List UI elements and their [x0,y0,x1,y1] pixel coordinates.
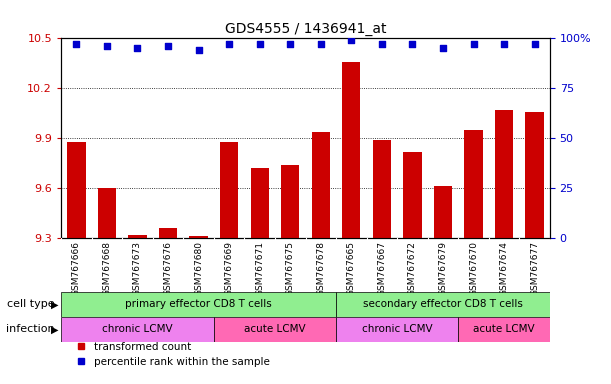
Legend: transformed count, percentile rank within the sample: transformed count, percentile rank withi… [67,338,274,371]
Point [224,41,234,48]
Bar [251,168,269,238]
Bar [495,110,513,238]
FancyBboxPatch shape [214,317,336,342]
Bar [464,130,483,238]
Point [163,43,173,50]
Text: GSM767666: GSM767666 [72,241,81,296]
Point [102,43,112,50]
Text: GSM767675: GSM767675 [286,241,295,296]
Text: GSM767665: GSM767665 [347,241,356,296]
Bar [342,62,360,238]
Text: infection: infection [6,324,55,334]
Text: GSM767679: GSM767679 [439,241,447,296]
Text: acute LCMV: acute LCMV [474,324,535,334]
Text: GSM767674: GSM767674 [500,241,508,296]
Point [469,41,478,48]
Text: GSM767677: GSM767677 [530,241,539,296]
Text: ▶: ▶ [51,299,58,310]
Text: cell type: cell type [7,299,55,310]
Point [194,47,203,53]
Text: GSM767669: GSM767669 [225,241,233,296]
Point [438,45,448,51]
Point [316,41,326,48]
Title: GDS4555 / 1436941_at: GDS4555 / 1436941_at [225,22,386,36]
Bar [189,237,208,238]
Bar [98,188,116,238]
Bar [281,165,299,238]
Point [377,41,387,48]
Point [530,41,540,48]
FancyBboxPatch shape [336,292,550,317]
Point [71,41,81,48]
Bar [312,132,330,238]
Bar [373,140,391,238]
Text: GSM767668: GSM767668 [103,241,111,296]
Bar [525,112,544,238]
FancyBboxPatch shape [458,317,550,342]
Bar [67,142,86,238]
Bar [128,235,147,238]
Text: GSM767670: GSM767670 [469,241,478,296]
Text: chronic LCMV: chronic LCMV [362,324,433,334]
Point [499,41,509,48]
Text: primary effector CD8 T cells: primary effector CD8 T cells [125,299,272,310]
Text: GSM767671: GSM767671 [255,241,264,296]
Text: GSM767672: GSM767672 [408,241,417,296]
Text: acute LCMV: acute LCMV [244,324,306,334]
Point [285,41,295,48]
Text: GSM767676: GSM767676 [164,241,172,296]
Text: GSM767667: GSM767667 [378,241,386,296]
FancyBboxPatch shape [61,292,336,317]
Text: ▶: ▶ [51,324,58,334]
Text: GSM767673: GSM767673 [133,241,142,296]
Point [133,45,142,51]
Point [346,37,356,43]
Text: GSM767680: GSM767680 [194,241,203,296]
Bar [159,228,177,238]
Point [408,41,417,48]
Point [255,41,265,48]
Text: chronic LCMV: chronic LCMV [102,324,173,334]
Text: GSM767678: GSM767678 [316,241,325,296]
FancyBboxPatch shape [336,317,458,342]
FancyBboxPatch shape [61,317,214,342]
Text: secondary effector CD8 T cells: secondary effector CD8 T cells [363,299,523,310]
Bar [434,187,452,238]
Bar [220,142,238,238]
Bar [403,152,422,238]
